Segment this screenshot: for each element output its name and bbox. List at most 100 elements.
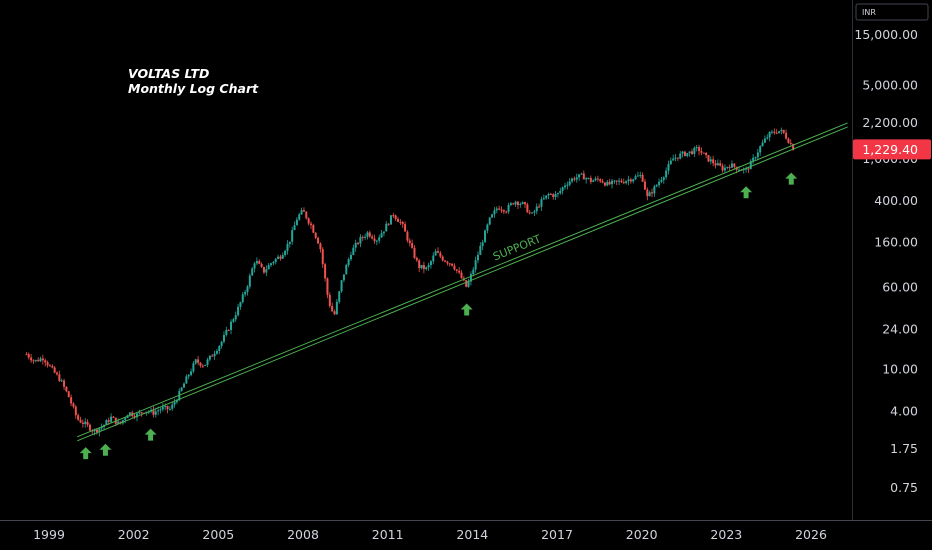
- candle-body: [128, 412, 131, 416]
- candle-body: [469, 274, 472, 282]
- candle-body: [547, 193, 550, 196]
- candle-body: [535, 206, 538, 212]
- candle-body: [582, 173, 585, 180]
- candle-body: [434, 251, 437, 256]
- candle-body: [721, 165, 724, 171]
- candle-body: [662, 177, 665, 181]
- candle-body: [382, 231, 385, 234]
- candle-body: [262, 266, 265, 273]
- chart-title: VOLTAS LTD: [128, 66, 209, 81]
- support-layer: [77, 122, 848, 442]
- time-axis[interactable]: 1999 2002 2005 2008 2011 2014 2017 2020 2023 2026: [33, 527, 827, 542]
- candle-body: [448, 263, 451, 265]
- arrow-up-icon: [79, 447, 92, 460]
- candle-body: [585, 178, 588, 180]
- candle-body: [173, 402, 176, 405]
- candle-body: [321, 249, 324, 265]
- candle-body: [39, 358, 42, 362]
- candle-body: [747, 168, 750, 170]
- support-arrows-layer: [79, 172, 798, 460]
- candle-body: [427, 265, 430, 268]
- candle-body: [436, 251, 439, 253]
- candle-body: [237, 306, 240, 316]
- candle-body: [554, 194, 557, 197]
- candle-body: [789, 143, 792, 145]
- candle-body: [738, 169, 741, 171]
- candle-body: [601, 181, 604, 183]
- candle-body: [688, 151, 691, 153]
- candle-body: [568, 181, 571, 185]
- candle-body: [495, 208, 498, 211]
- candle-body: [67, 391, 70, 398]
- candle-body: [465, 280, 468, 287]
- candle-body: [460, 272, 463, 279]
- candle-body: [366, 232, 369, 237]
- candle-body: [761, 142, 764, 147]
- candle-body: [719, 163, 722, 166]
- candle-body: [775, 132, 778, 134]
- candle-body: [594, 178, 597, 181]
- price-tick-label: 15,000.00: [854, 27, 918, 42]
- candle-body: [359, 236, 362, 244]
- candle-body: [639, 174, 642, 176]
- support-trendline[interactable]: [77, 122, 848, 438]
- candle-body: [714, 163, 717, 166]
- candle-body: [418, 260, 421, 269]
- candle-body: [686, 152, 689, 157]
- candle-body: [502, 210, 505, 212]
- candle-body: [611, 180, 614, 185]
- price-tick-label: 60.00: [882, 280, 918, 295]
- candle-body: [481, 242, 484, 246]
- candle-body: [636, 175, 639, 177]
- candle-body: [197, 359, 200, 363]
- candle-body: [728, 166, 731, 168]
- arrow-up-icon: [740, 186, 753, 199]
- candle-body: [681, 151, 684, 154]
- candle-body: [712, 159, 715, 164]
- candle-body: [592, 180, 595, 182]
- candle-body: [371, 236, 374, 239]
- candle-body: [34, 359, 37, 361]
- currency-selector[interactable]: INR: [855, 3, 929, 21]
- candle-body: [754, 157, 757, 159]
- candle-body: [763, 138, 766, 143]
- candle-body: [413, 247, 416, 258]
- candle-body: [519, 203, 522, 205]
- candle-body: [472, 269, 475, 275]
- candle-body: [230, 321, 233, 331]
- time-tick-label: 1999: [33, 527, 65, 542]
- candle-body: [406, 231, 409, 241]
- candle-body: [700, 151, 703, 153]
- candle-body: [65, 386, 68, 392]
- candle-body: [248, 275, 251, 287]
- candle-body: [559, 190, 562, 194]
- candle-body: [665, 170, 668, 178]
- candle-body: [385, 223, 388, 232]
- candle-body: [215, 351, 218, 354]
- candle-body: [298, 214, 301, 220]
- candle-body: [378, 237, 381, 241]
- candle-body: [387, 223, 390, 225]
- candle-body: [399, 221, 402, 223]
- candle-body: [672, 158, 675, 161]
- candle-body: [756, 152, 759, 158]
- candles-layer: [25, 127, 795, 437]
- support-trendline[interactable]: [77, 126, 848, 442]
- candle-body: [232, 319, 235, 322]
- candle-body: [643, 181, 646, 190]
- candle-body: [782, 129, 785, 133]
- candle-body: [260, 263, 263, 267]
- price-tick-label: 24.00: [882, 321, 918, 336]
- candle-body: [705, 152, 708, 156]
- candle-body: [274, 258, 277, 263]
- time-tick-label: 2008: [287, 527, 319, 542]
- time-tick-label: 2017: [541, 527, 573, 542]
- candle-body: [394, 215, 397, 219]
- candle-body: [349, 254, 352, 260]
- candle-body: [324, 264, 327, 279]
- candle-body: [613, 180, 616, 182]
- price-axis[interactable]: 15,000.005,000.002,200.001,000.00400.001…: [854, 27, 918, 495]
- candle-body: [190, 371, 193, 375]
- candle-body: [81, 422, 84, 424]
- candle-body: [780, 129, 783, 132]
